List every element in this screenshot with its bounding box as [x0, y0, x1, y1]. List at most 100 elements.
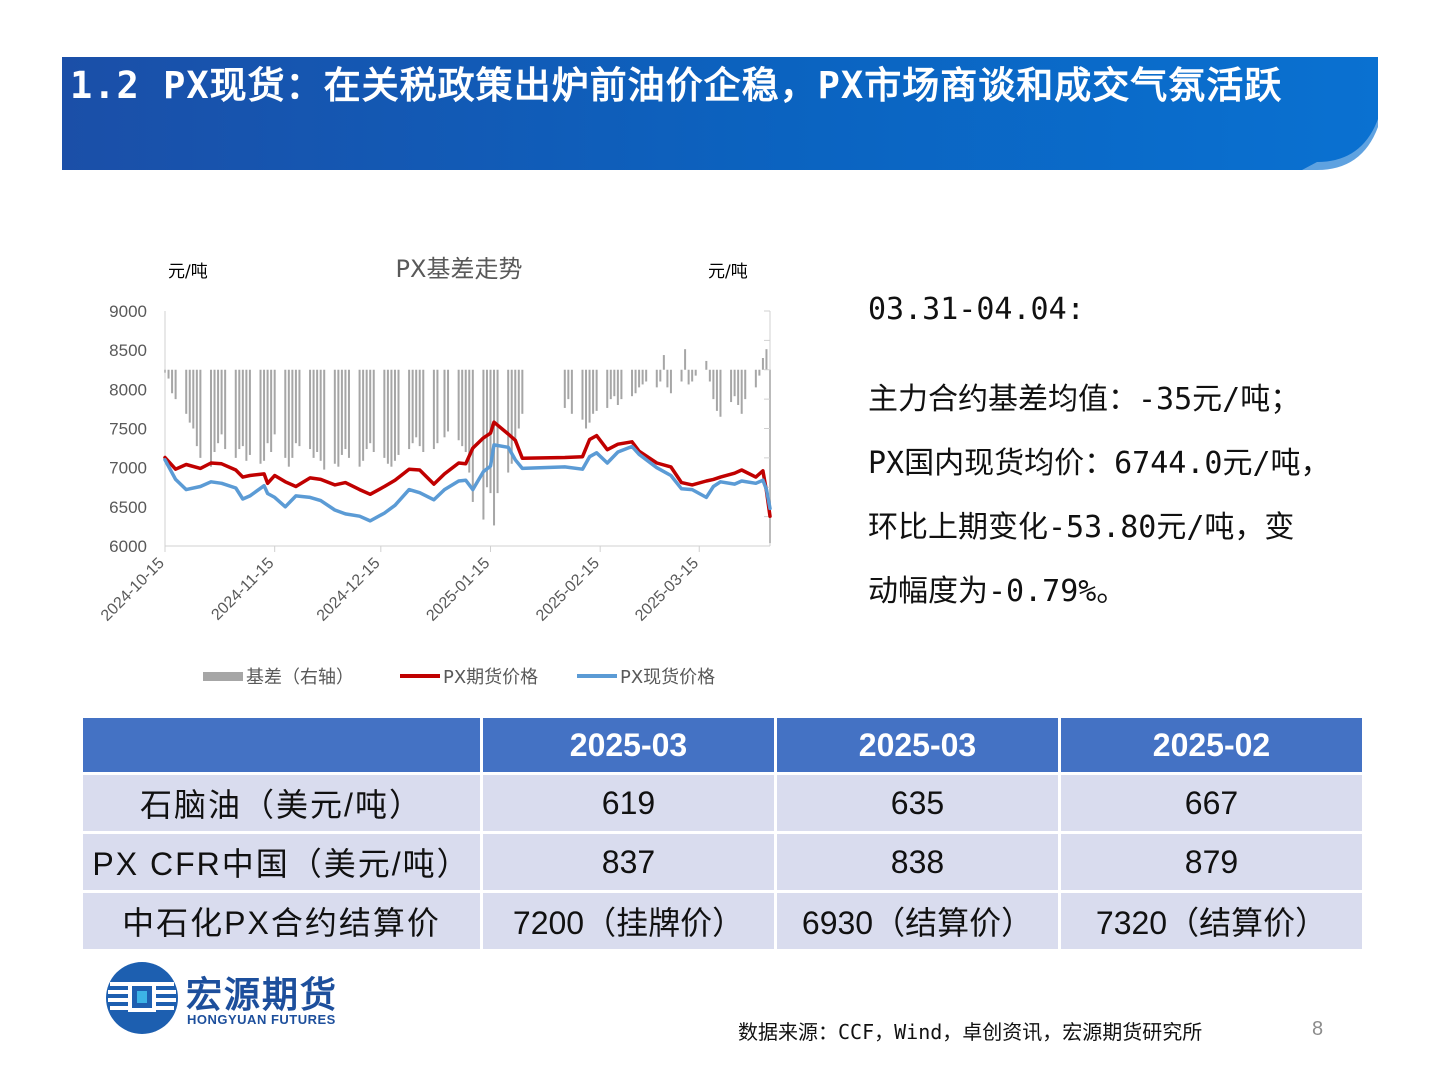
basis-bar: [422, 369, 425, 452]
basis-bar: [372, 369, 375, 452]
basis-bar: [659, 369, 662, 382]
basis-bar: [680, 369, 683, 382]
basis-bar: [358, 369, 361, 467]
basis-bar: [447, 369, 450, 432]
basis-bar: [238, 369, 241, 450]
table-cell: 619: [480, 772, 777, 834]
basis-bar: [730, 369, 733, 403]
left-tick-label: 8000: [109, 380, 147, 399]
basis-bar: [712, 369, 715, 400]
basis-bar: [294, 369, 297, 444]
table-cell: 667: [1058, 772, 1365, 834]
legend-swatch: [203, 672, 243, 681]
basis-bar: [606, 369, 609, 408]
right-axis-unit: 元/吨: [708, 262, 748, 282]
summary-line-spot: PX国内现货均价：6744.0元/吨，: [868, 446, 1331, 481]
table-header-cell: 2025-02: [1058, 715, 1365, 775]
basis-bar: [443, 369, 446, 438]
basis-bar: [316, 369, 319, 452]
basis-bar: [585, 369, 588, 429]
basis-bar: [284, 369, 287, 458]
basis-bar: [691, 369, 694, 382]
basis-bar: [188, 369, 191, 423]
table-cell: 837: [480, 831, 777, 893]
data-source: 数据来源：CCF，Wind，卓创资讯，宏源期货研究所: [738, 1020, 1203, 1044]
basis-bar: [715, 369, 718, 411]
px-basis-chart: PX基差走势 元/吨 元/吨 6000 6500 7000 7500 8000 8500 9…: [98, 255, 772, 688]
basis-bar: [362, 369, 365, 461]
basis-bar: [397, 369, 400, 455]
basis-bar: [217, 369, 220, 444]
basis-bars: [164, 349, 771, 544]
basis-bar: [337, 369, 340, 467]
basis-bar: [408, 369, 411, 450]
table-row: 石脑油（美元/吨） 619 635 667: [80, 772, 1365, 834]
left-tick-label: 6000: [109, 537, 147, 556]
basis-bar: [655, 369, 658, 388]
basis-bar: [248, 369, 251, 455]
basis-bar: [687, 369, 690, 385]
left-tick-label: 7500: [109, 420, 147, 439]
basis-bar: [708, 369, 711, 382]
basis-bar: [333, 369, 336, 464]
basis-bar: [761, 358, 764, 370]
summary-line-change: 环比上期变化-53.80元/吨，变: [868, 510, 1295, 545]
table-cell: 7320（结算价）: [1058, 890, 1365, 952]
basis-bar: [291, 369, 294, 458]
table-header-cell: 2025-03: [480, 715, 777, 775]
basis-bar: [309, 369, 312, 450]
left-tick-label: 6500: [109, 498, 147, 517]
basis-bar: [507, 369, 510, 473]
basis-bar: [241, 369, 244, 447]
basis-bar: [517, 369, 520, 429]
slide-title: 1.2 PX现货：在关税政策出炉前油价企稳，PX市场商谈和成交气氛活跃: [70, 64, 1283, 107]
legend-item: PX现货价格: [577, 667, 715, 688]
basis-bar: [432, 369, 435, 450]
table-row: PX CFR中国（美元/吨） 837 838 879: [80, 831, 1365, 893]
basis-bar: [641, 369, 644, 385]
summary-line-pct: 动幅度为-0.79%。: [868, 574, 1127, 609]
table-cell: 879: [1058, 831, 1365, 893]
basis-bar: [471, 369, 474, 502]
basis-bar: [719, 369, 722, 417]
table-cell: 6930（结算价）: [774, 890, 1061, 952]
basis-bar: [616, 369, 619, 405]
basis-bar: [457, 369, 460, 441]
basis-bar: [344, 369, 347, 450]
px-futures-line: [163, 420, 772, 518]
basis-bar: [273, 369, 276, 435]
basis-bar: [588, 369, 591, 423]
chart-title: PX基差走势: [396, 255, 523, 283]
basis-bar: [634, 369, 637, 394]
banner-background: [62, 57, 1378, 170]
summary-line-basis: 主力合约基差均值：-35元/吨；: [868, 382, 1301, 417]
price-lines: [163, 420, 772, 523]
basis-bar: [319, 369, 322, 461]
price-table: 2025-03 2025-03 2025-02 石脑油（美元/吨） 619 63…: [80, 715, 1365, 952]
basis-bar: [174, 369, 177, 400]
basis-bar: [468, 369, 471, 473]
basis-bar: [620, 369, 623, 400]
basis-bar: [298, 369, 301, 447]
title-banner: [62, 57, 1378, 170]
basis-bar: [411, 369, 414, 444]
basis-bar: [592, 369, 595, 414]
basis-bar: [185, 369, 188, 414]
basis-bar: [415, 369, 418, 438]
basis-bar: [209, 369, 212, 467]
table-cell: 635: [774, 772, 1061, 834]
basis-bar: [461, 369, 464, 447]
basis-bar: [645, 369, 648, 382]
basis-bar: [514, 369, 517, 444]
basis-bar: [213, 369, 216, 452]
legend-label: 基差（右轴）: [246, 667, 354, 688]
basis-bar: [609, 369, 612, 400]
x-tick-label: 2024-11-15: [208, 555, 277, 624]
basis-bar: [733, 369, 736, 397]
basis-bar: [737, 369, 740, 405]
left-axis-unit: 元/吨: [168, 262, 208, 282]
basis-bar: [418, 369, 421, 447]
page-number: 8: [1312, 1018, 1324, 1040]
chart-axes: 6000650070007500800085009000−600−500−400…: [98, 302, 771, 625]
basis-bar: [224, 369, 227, 450]
